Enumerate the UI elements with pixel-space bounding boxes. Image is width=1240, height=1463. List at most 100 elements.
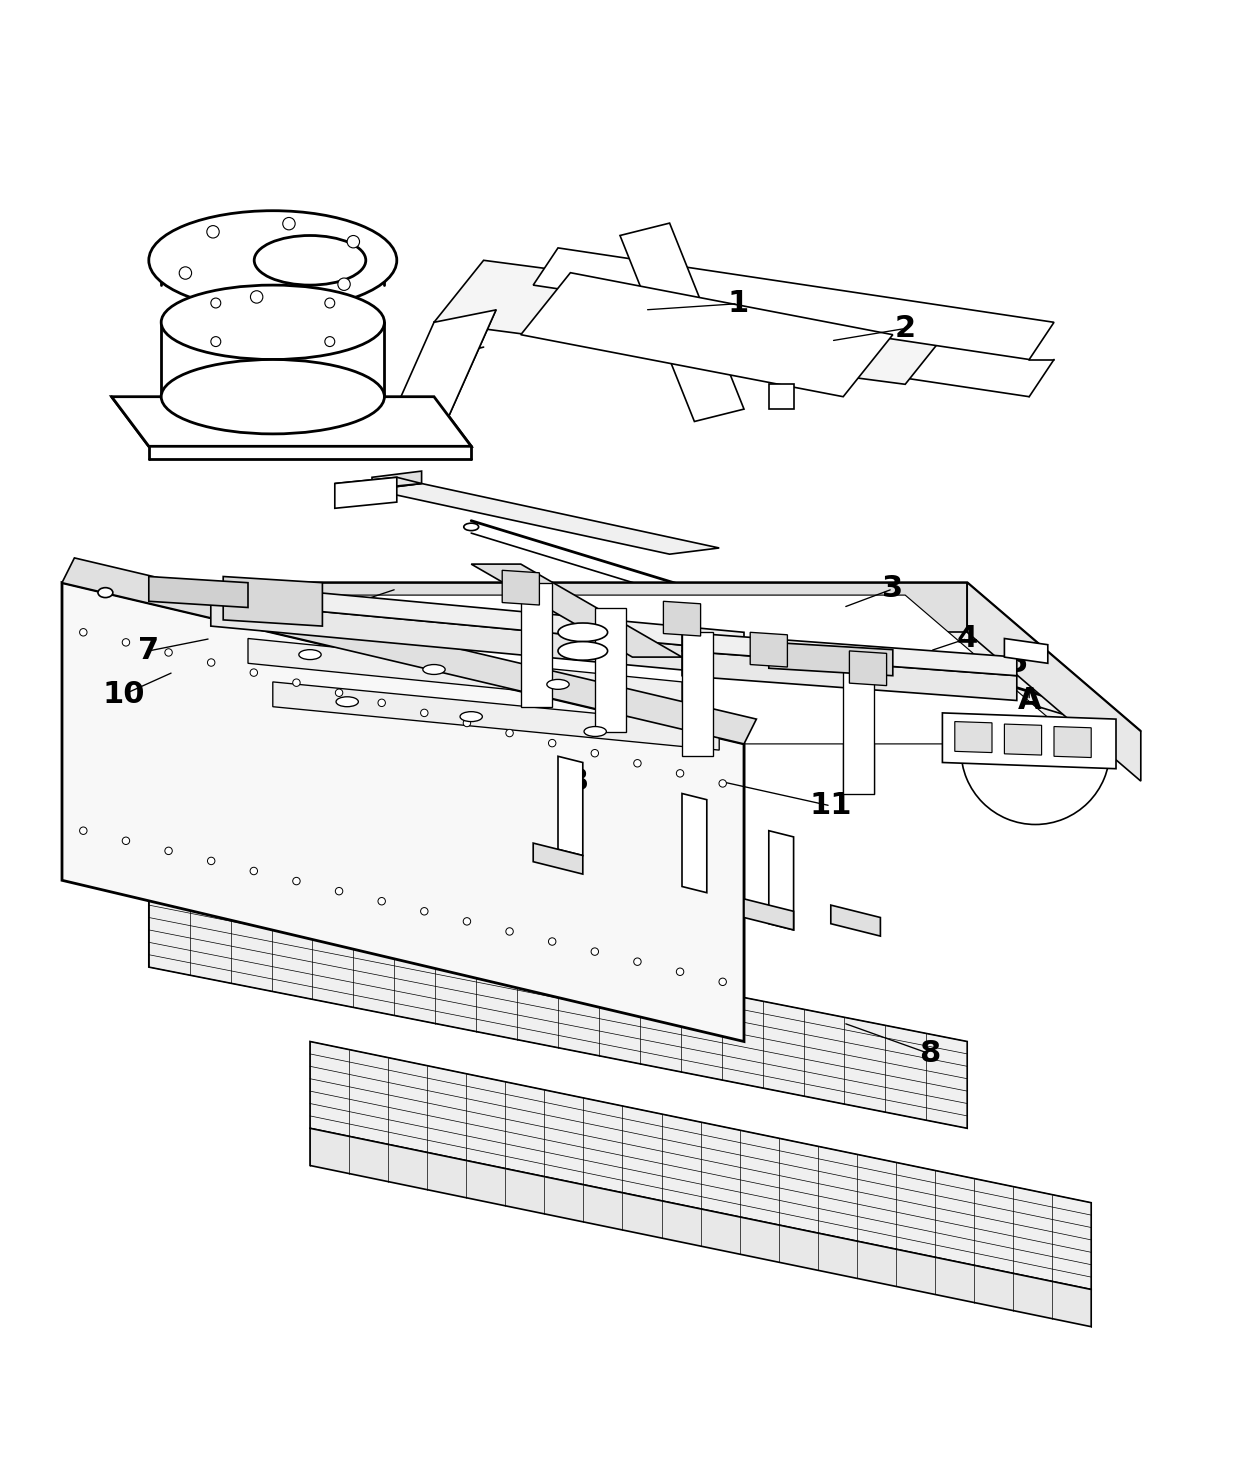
Circle shape (283, 218, 295, 230)
Circle shape (123, 837, 130, 844)
Circle shape (123, 639, 130, 647)
Polygon shape (849, 651, 887, 686)
Text: 2: 2 (894, 315, 916, 342)
Polygon shape (273, 682, 719, 751)
Polygon shape (831, 906, 880, 936)
Circle shape (378, 699, 386, 707)
Circle shape (207, 857, 215, 865)
Circle shape (211, 298, 221, 309)
Circle shape (207, 225, 219, 238)
Polygon shape (310, 1128, 1091, 1327)
Circle shape (548, 938, 556, 945)
Polygon shape (372, 471, 422, 490)
Polygon shape (248, 638, 682, 707)
Polygon shape (955, 721, 992, 752)
Text: 8: 8 (919, 1039, 941, 1068)
Text: 11: 11 (810, 791, 852, 821)
Circle shape (79, 629, 87, 636)
Polygon shape (533, 843, 583, 873)
Ellipse shape (161, 360, 384, 435)
Polygon shape (99, 582, 1141, 732)
Polygon shape (211, 582, 744, 651)
Circle shape (207, 658, 215, 666)
Circle shape (180, 266, 192, 279)
Polygon shape (434, 260, 955, 385)
Ellipse shape (254, 236, 366, 285)
Polygon shape (521, 272, 893, 396)
Polygon shape (223, 576, 322, 626)
Text: 5: 5 (1006, 648, 1028, 677)
Ellipse shape (161, 285, 384, 360)
Ellipse shape (336, 696, 358, 707)
Circle shape (676, 969, 683, 976)
Polygon shape (1004, 724, 1042, 755)
Polygon shape (663, 601, 701, 636)
Text: A: A (1017, 686, 1042, 715)
Polygon shape (112, 396, 471, 446)
Text: 3: 3 (882, 575, 904, 603)
Circle shape (548, 739, 556, 746)
Polygon shape (372, 483, 719, 554)
Circle shape (676, 770, 683, 777)
Polygon shape (843, 670, 874, 793)
Circle shape (347, 236, 360, 247)
Circle shape (634, 958, 641, 966)
Polygon shape (99, 582, 967, 632)
Text: B: B (565, 767, 588, 796)
Ellipse shape (299, 650, 321, 660)
Circle shape (335, 689, 342, 696)
Circle shape (464, 720, 471, 727)
Polygon shape (682, 651, 1017, 701)
Circle shape (325, 336, 335, 347)
Polygon shape (1004, 638, 1048, 663)
Circle shape (337, 278, 350, 291)
Circle shape (591, 749, 599, 756)
Polygon shape (750, 632, 787, 667)
Text: 4: 4 (956, 625, 978, 652)
Ellipse shape (547, 679, 569, 689)
Circle shape (719, 979, 727, 986)
Polygon shape (533, 247, 1054, 360)
Polygon shape (62, 557, 756, 743)
Polygon shape (682, 632, 713, 756)
Ellipse shape (149, 211, 397, 310)
Polygon shape (769, 642, 893, 676)
Polygon shape (744, 898, 794, 930)
Polygon shape (769, 385, 794, 410)
Circle shape (250, 291, 263, 303)
Polygon shape (471, 565, 682, 657)
Circle shape (293, 878, 300, 885)
Circle shape (335, 888, 342, 895)
Polygon shape (682, 793, 707, 892)
Text: 7: 7 (138, 636, 160, 666)
Polygon shape (335, 477, 422, 490)
Circle shape (464, 917, 471, 925)
Ellipse shape (423, 664, 445, 674)
Ellipse shape (584, 727, 606, 736)
Ellipse shape (460, 711, 482, 721)
Polygon shape (161, 595, 1079, 743)
Polygon shape (335, 477, 397, 508)
Circle shape (165, 648, 172, 657)
Ellipse shape (558, 642, 608, 660)
Polygon shape (149, 576, 248, 607)
Circle shape (420, 710, 428, 717)
Circle shape (293, 679, 300, 686)
Circle shape (506, 928, 513, 935)
Circle shape (250, 669, 258, 676)
Polygon shape (769, 831, 794, 930)
Circle shape (165, 847, 172, 854)
Text: 10: 10 (103, 680, 145, 708)
Circle shape (719, 780, 727, 787)
Polygon shape (682, 632, 1017, 676)
Circle shape (506, 730, 513, 737)
Ellipse shape (464, 524, 479, 531)
Circle shape (378, 897, 386, 906)
Polygon shape (502, 571, 539, 606)
Text: 6: 6 (311, 600, 334, 628)
Polygon shape (558, 756, 583, 856)
Polygon shape (211, 601, 744, 676)
Circle shape (591, 948, 599, 955)
Ellipse shape (558, 623, 608, 642)
Circle shape (420, 907, 428, 914)
